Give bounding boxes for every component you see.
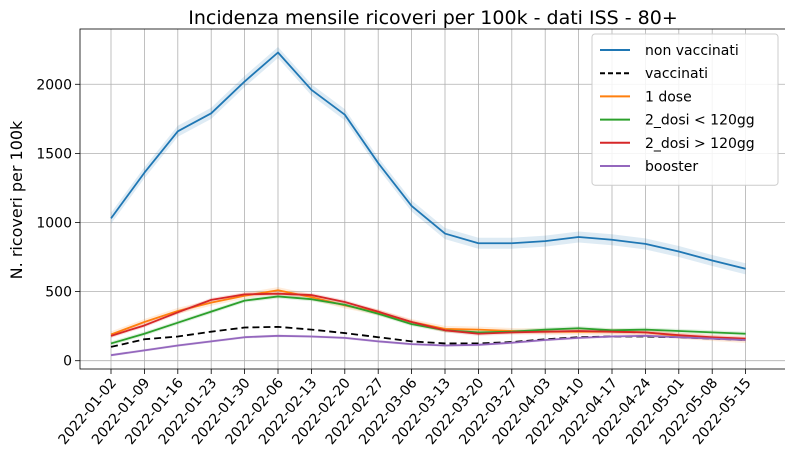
legend-entry: booster [645,159,698,175]
legend: non vaccinati vaccinati 1 dose 2_dosi < 120… [591,33,779,186]
y-tick-label: 1000 [36,215,72,231]
legend-entry: 2_dosi > 120gg [645,136,755,152]
series-line [110,295,746,345]
y-tick-label: 2000 [36,77,72,93]
x-axis-ticks: 2022-01-022022-01-092022-01-162022-01-23… [56,369,755,448]
series-line [110,51,746,270]
series-line [110,334,746,357]
y-tick-label: 1500 [36,146,72,162]
legend-entry: non vaccinati [645,43,739,59]
y-tick-label: 500 [45,285,72,301]
y-tick-label: 0 [63,354,72,370]
legend-entry: 2_dosi < 120gg [645,113,755,129]
y-axis-ticks: 0 500 1000 1500 2000 [36,77,80,370]
series-line [110,292,746,340]
legend-entry: vaccinati [645,66,708,82]
plot-frame [79,28,785,370]
y-axis-label: N. ricoveri per 100k [7,120,26,279]
series-lines [110,51,746,357]
legend-entry: 1 dose [645,89,692,105]
legend-box [591,33,779,186]
chart-title: Incidenza mensile ricoveri per 100k - da… [188,7,678,29]
